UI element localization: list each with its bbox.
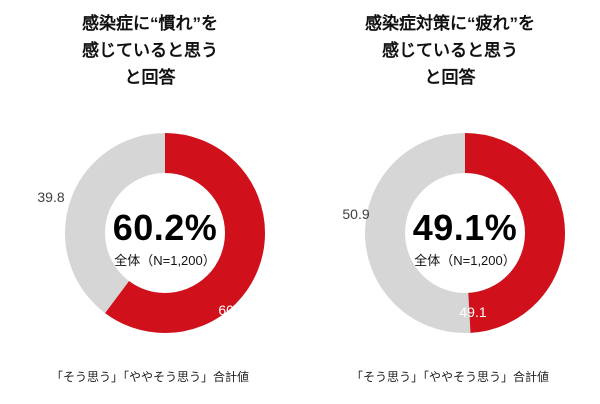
gray-segment-label: 39.8 [37,189,65,205]
chart-title-line: と回答 [424,68,476,88]
gray-segment-label: 50.9 [342,206,370,222]
chart-title-line: 感じていると思う [382,41,518,61]
chart-title-line: 感染症に“慣れ”を [82,14,218,33]
chart-title: 感染症対策に“疲れ”を 感じていると思う と回答 [300,0,600,92]
chart-title-line: と回答 [124,68,176,88]
donut-ring [365,133,565,333]
chart-title: 感染症に“慣れ”を 感じていると思う と回答 [0,0,300,92]
red-segment-label: 60.2 [218,302,246,318]
chart-caption: 「そう思う」「ややそう思う」合計値 [50,370,249,384]
chart-title-line: 感染症対策に“疲れ”を [365,14,535,33]
donut-chart-right: 感染症対策に“疲れ”を 感じていると思う と回答 49.1% 全体（N=1,20… [300,0,600,404]
center-subtext: 全体（N=1,200） [414,253,516,268]
red-segment-label: 49.1 [459,304,487,320]
chart-caption: 「そう思う」「ややそう思う」合計値 [350,370,549,384]
center-value: 60.2% [112,207,218,248]
chart-title-line: 感じていると思う [82,41,218,61]
center-subtext: 全体（N=1,200） [114,253,216,268]
donut-chart-left: 感染症に“慣れ”を 感じていると思う と回答 60.2% 全体（N=1,200）… [0,0,300,384]
center-value: 49.1% [412,207,518,248]
donut-ring [65,133,265,333]
